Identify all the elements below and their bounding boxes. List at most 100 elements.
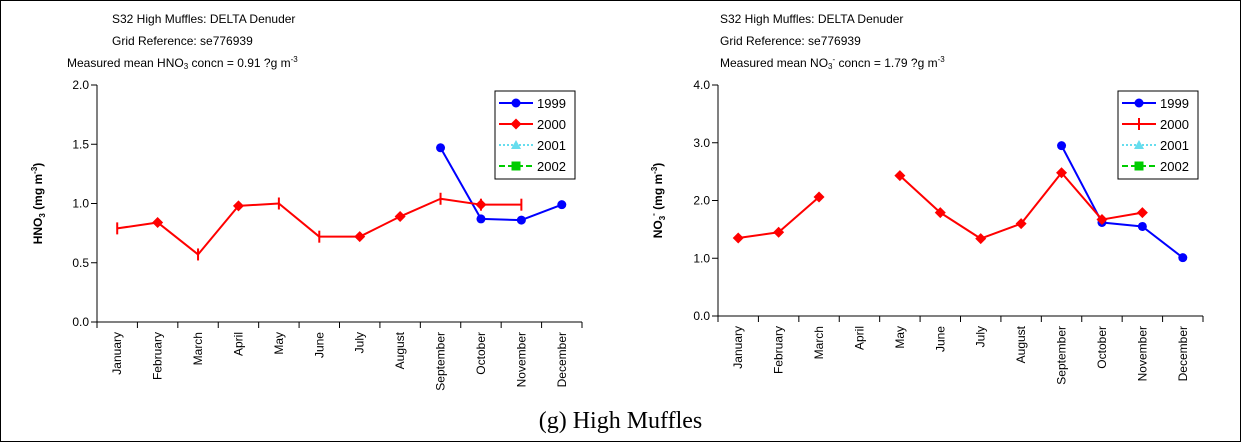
chart0-xtick-label: October (474, 332, 488, 375)
chart1-ytick-label: 2.0 (693, 194, 710, 208)
chart0-xtick-label: December (555, 332, 569, 387)
chart0-series-2000-point (354, 231, 366, 243)
chart1-xtick-label: September (1055, 326, 1069, 385)
chart0-legend-label-2000: 2000 (537, 117, 566, 132)
chart1-ytick-label: 4.0 (693, 78, 710, 92)
chart1-series-2000-segment (899, 174, 941, 214)
chart0-legend-marker-2001 (511, 140, 521, 149)
chart0-series-1999-point (476, 214, 486, 224)
chart1-xtick-label: August (1014, 325, 1028, 363)
chart1-series-2000-point (1056, 167, 1068, 179)
chart0-ytick-label: 0.0 (72, 315, 89, 329)
chart0-series-2000-point (475, 199, 487, 211)
chart0-series-1999-point (557, 200, 567, 210)
chart0-xtick-label: February (151, 332, 165, 380)
figure-caption: (g) High Muffles (538, 408, 703, 434)
chart0-series-1999-point (436, 143, 446, 153)
chart0-series-2000-segment (238, 202, 279, 207)
chart1-xtick-label: December (1176, 326, 1190, 381)
chart0-legend-label-2001: 2001 (537, 138, 566, 153)
chart1-y-axis-label: NO3- (mg m-3) (649, 163, 667, 239)
chart1-title-line1: S32 High Muffles: DELTA Denuder (720, 12, 903, 26)
chart0-series-2000-segment (197, 205, 240, 256)
chart0-series-2000-segment (157, 221, 199, 256)
chart0-ytick-label: 0.5 (72, 256, 89, 270)
chart0-ytick-label: 2.0 (72, 78, 89, 92)
chart0-title-line2: Grid Reference: se776939 (112, 34, 253, 48)
chart0-series-2000-point (394, 211, 406, 223)
chart0-legend-label-2002: 2002 (537, 159, 566, 174)
chart1-xtick-label: February (772, 326, 786, 374)
chart0-series-1999-segment (439, 147, 482, 220)
chart1-series-2000-point (1136, 207, 1148, 219)
chart0-ytick-label: 1.5 (72, 137, 89, 151)
chart0-series-2000-segment (117, 221, 158, 230)
chart1-ytick-label: 3.0 (693, 136, 710, 150)
chart1-xtick-label: July (974, 326, 988, 347)
chart0-measured-mean: Measured mean HNO3 concn = 0.91 ?g m-3 (67, 55, 298, 71)
chart0-legend-marker-2000 (510, 118, 522, 130)
chart1-series-1999-point (1178, 253, 1188, 263)
chart0-title-line1: S32 High Muffles: DELTA Denuder (112, 12, 295, 26)
chart0-series-1999-segment (480, 217, 522, 222)
chart1-series-2000-point (894, 170, 906, 182)
chart0-series-2000-segment (359, 215, 401, 238)
chart1-xtick-label: June (933, 326, 947, 352)
chart0-series-1999-segment (521, 203, 563, 222)
chart1-xtick-label: April (852, 326, 866, 350)
chart0-xtick-label: November (514, 332, 528, 387)
chart1-series-2000-point (813, 191, 825, 203)
chart1-legend-box (1117, 90, 1199, 180)
chart1-series-2000-point (975, 233, 987, 245)
chart1-series-2000-point (732, 232, 744, 244)
chart0-legend-label-1999: 1999 (537, 96, 566, 111)
chart1-xtick-label: January (731, 326, 745, 369)
chart1-title-line2: Grid Reference: se776939 (720, 34, 861, 48)
chart1-xtick-label: November (1135, 326, 1149, 381)
chart0-xtick-label: April (231, 332, 245, 356)
chart1-series-1999-segment (1141, 225, 1184, 259)
chart1-measured-mean: Measured mean NO3- concn = 1.79 ?g m-3 (720, 55, 945, 71)
chart1-series-2000-segment (777, 196, 820, 234)
chart1-xtick-label: October (1095, 326, 1109, 369)
chart1-series-1999-point (1137, 221, 1147, 231)
chart1-series-2000-segment (1060, 172, 1103, 221)
chart0-xtick-label: July (353, 332, 367, 353)
chart0-xtick-label: January (110, 332, 124, 375)
chart1-series-1999-segment (1060, 145, 1103, 223)
chart1-legend-label-2002: 2002 (1160, 159, 1189, 174)
chart1-legend-marker-1999 (1134, 98, 1144, 108)
chart1-series-2000-segment (939, 211, 982, 240)
chart1-legend-marker-2002 (1134, 161, 1144, 171)
chart0-legend-box (494, 90, 576, 180)
chart0-series-2000-point (152, 216, 164, 228)
chart1-ytick-label: 0.0 (693, 309, 710, 323)
chart1-series-2000-point (1096, 214, 1108, 226)
chart1-xtick-label: March (812, 326, 826, 359)
chart0-xtick-label: March (191, 332, 205, 365)
chart1-series-2000-segment (1101, 211, 1143, 221)
chart0-ytick-label: 1.0 (72, 197, 89, 211)
chart1-series-2000-point (1015, 218, 1027, 230)
chart1-series-1999-point (1057, 141, 1067, 151)
chart0-xtick-label: September (434, 332, 448, 391)
chart1-series-2000-point (773, 226, 785, 238)
chart0-xtick-label: August (393, 331, 407, 369)
chart1-legend-label-2000: 2000 (1160, 117, 1189, 132)
chart0-xtick-label: May (272, 332, 286, 355)
chart0-series-2000-segment (399, 197, 441, 218)
chart0-legend-marker-2002 (511, 161, 521, 171)
chart0-series-2000-segment (278, 202, 320, 238)
chart0-series-2000-point (232, 200, 244, 212)
chart0-legend-marker-1999 (511, 98, 521, 108)
chart1-ytick-label: 1.0 (693, 251, 710, 265)
chart0-series-1999-point (516, 215, 526, 225)
chart1-xtick-label: May (893, 326, 907, 349)
chart1-legend-marker-2001 (1134, 140, 1144, 149)
chart1-legend-label-2001: 2001 (1160, 138, 1189, 153)
chart1-series-2000-segment (738, 231, 779, 240)
chart1-legend-label-1999: 1999 (1160, 96, 1189, 111)
chart0-xtick-label: June (312, 332, 326, 358)
